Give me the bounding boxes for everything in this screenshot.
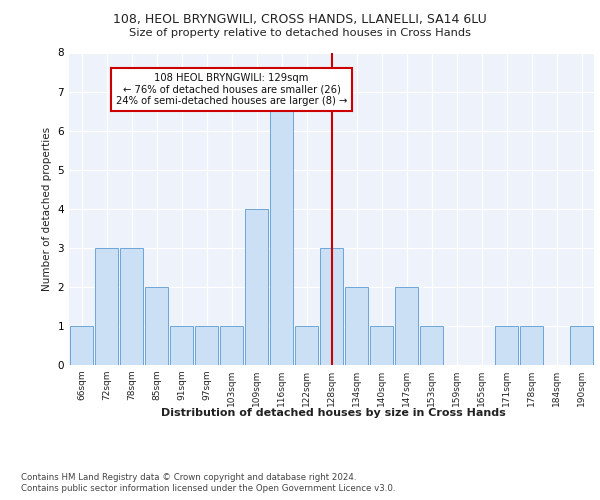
- Text: 108 HEOL BRYNGWILI: 129sqm
← 76% of detached houses are smaller (26)
24% of semi: 108 HEOL BRYNGWILI: 129sqm ← 76% of deta…: [116, 73, 347, 106]
- Text: Distribution of detached houses by size in Cross Hands: Distribution of detached houses by size …: [161, 408, 505, 418]
- Bar: [520, 326, 543, 365]
- Bar: [95, 248, 118, 365]
- Bar: [395, 287, 418, 365]
- Bar: [170, 326, 193, 365]
- Bar: [420, 326, 443, 365]
- Y-axis label: Number of detached properties: Number of detached properties: [42, 126, 52, 291]
- Text: Contains public sector information licensed under the Open Government Licence v3: Contains public sector information licen…: [21, 484, 395, 493]
- Bar: [270, 92, 293, 365]
- Bar: [320, 248, 343, 365]
- Bar: [495, 326, 518, 365]
- Bar: [570, 326, 593, 365]
- Text: Size of property relative to detached houses in Cross Hands: Size of property relative to detached ho…: [129, 28, 471, 38]
- Bar: [220, 326, 243, 365]
- Bar: [120, 248, 143, 365]
- Bar: [70, 326, 93, 365]
- Bar: [195, 326, 218, 365]
- Text: Contains HM Land Registry data © Crown copyright and database right 2024.: Contains HM Land Registry data © Crown c…: [21, 472, 356, 482]
- Bar: [295, 326, 318, 365]
- Bar: [370, 326, 393, 365]
- Text: 108, HEOL BRYNGWILI, CROSS HANDS, LLANELLI, SA14 6LU: 108, HEOL BRYNGWILI, CROSS HANDS, LLANEL…: [113, 12, 487, 26]
- Bar: [345, 287, 368, 365]
- Bar: [145, 287, 168, 365]
- Bar: [245, 209, 268, 365]
